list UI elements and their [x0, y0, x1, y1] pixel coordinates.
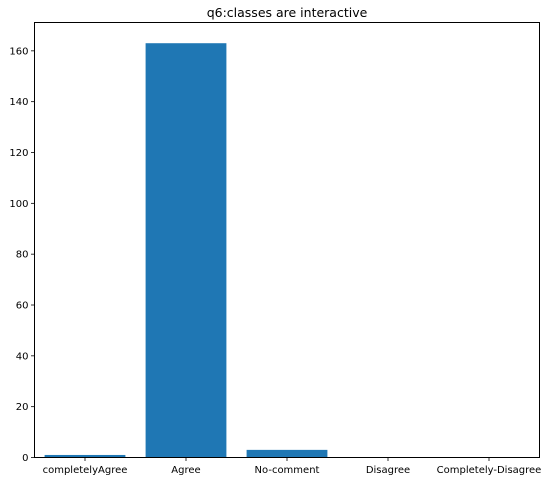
y-tick-label: 160: [9, 46, 28, 57]
y-tick-label: 100: [9, 199, 28, 210]
y-tick-label: 60: [16, 301, 29, 312]
chart-title: q6:classes are interactive: [207, 5, 368, 20]
x-tick-label: Completely-Disagree: [437, 465, 542, 476]
y-tick-label: 40: [16, 351, 29, 362]
y-tick-label: 120: [9, 148, 28, 159]
bars: [44, 43, 328, 458]
x-tick-label: No-comment: [255, 465, 320, 476]
bar-no-comment: [246, 449, 328, 458]
plot-frame: [34, 22, 540, 458]
y-tick-label: 140: [9, 97, 28, 108]
bar-completelyagree: [44, 454, 126, 458]
y-tick-label: 20: [16, 402, 29, 413]
x-tick-label: Agree: [171, 465, 200, 476]
x-axis: completelyAgree Agree No-comment Disagree Co…: [43, 457, 542, 476]
y-tick-label: 80: [16, 250, 29, 261]
y-tick-label: 0: [22, 453, 28, 464]
y-axis: 0 20 40 60 80 100 120 140 160: [9, 46, 35, 464]
x-tick-label: completelyAgree: [43, 465, 128, 476]
bar-agree: [145, 43, 227, 458]
x-tick-label: Disagree: [366, 465, 410, 476]
